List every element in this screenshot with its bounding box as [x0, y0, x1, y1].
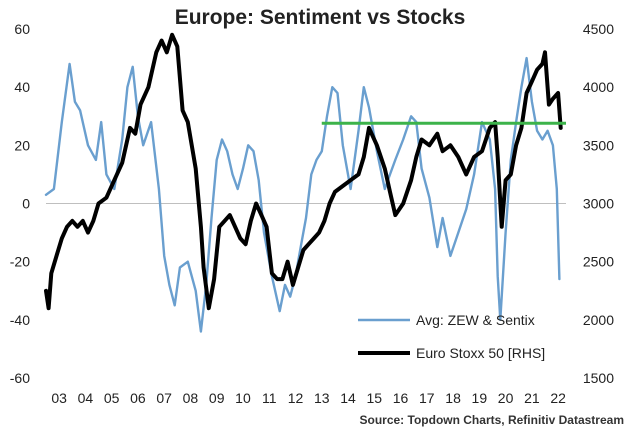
x-tick-label: 15 [366, 390, 382, 406]
legend-label-sentiment: Avg: ZEW & Sentix [416, 312, 535, 328]
x-tick-label: 08 [183, 390, 199, 406]
x-tick-label: 04 [78, 390, 94, 406]
x-tick-label: 22 [550, 390, 566, 406]
y-right-tick-label: 2500 [583, 254, 614, 270]
source-note: Source: Topdown Charts, Refinitiv Datast… [360, 413, 625, 427]
x-tick-label: 21 [524, 390, 540, 406]
x-tick-label: 19 [472, 390, 488, 406]
stocks-line [44, 32, 563, 311]
legend-label-stocks: Euro Stoxx 50 [RHS] [416, 345, 545, 361]
legend: Avg: ZEW & Sentix Euro Stoxx 50 [RHS] [358, 312, 545, 361]
x-tick-label: 06 [130, 390, 146, 406]
y-right-tick-label: 4000 [583, 79, 614, 95]
sentiment-line [44, 56, 561, 333]
x-tick-label: 05 [104, 390, 120, 406]
x-tick-label: 10 [235, 390, 251, 406]
y-right-tick-label: 3500 [583, 137, 614, 153]
y-right-tick-label: 3000 [583, 196, 614, 212]
x-tick-label: 20 [498, 390, 514, 406]
x-tick-label: 16 [393, 390, 409, 406]
y-right-tick-label: 4500 [583, 21, 614, 37]
y-left-tick-label: -60 [10, 370, 30, 386]
y-right-tick-label: 1500 [583, 370, 614, 386]
x-tick-label: 14 [340, 390, 356, 406]
y-left-tick-label: -20 [10, 254, 30, 270]
x-tick-label: 18 [445, 390, 461, 406]
chart-title: Europe: Sentiment vs Stocks [175, 6, 466, 29]
y-left-tick-label: 60 [14, 21, 30, 37]
x-tick-label: 03 [51, 390, 67, 406]
y-left-tick-label: 20 [14, 137, 30, 153]
x-tick-label: 13 [314, 390, 330, 406]
x-tick-label: 09 [209, 390, 225, 406]
axes: -60 -40 -20 0 20 40 60 1500 2000 2500 3000 3500 4000… [10, 21, 614, 406]
x-tick-label: 12 [288, 390, 304, 406]
y-left-tick-label: 40 [14, 79, 30, 95]
y-left-tick-label: -40 [10, 312, 30, 328]
series-layer [44, 32, 566, 333]
x-tick-label: 17 [419, 390, 435, 406]
y-right-tick-label: 2000 [583, 312, 614, 328]
y-left-tick-label: 0 [22, 196, 30, 212]
x-tick-label: 07 [156, 390, 172, 406]
x-tick-label: 11 [262, 390, 277, 406]
